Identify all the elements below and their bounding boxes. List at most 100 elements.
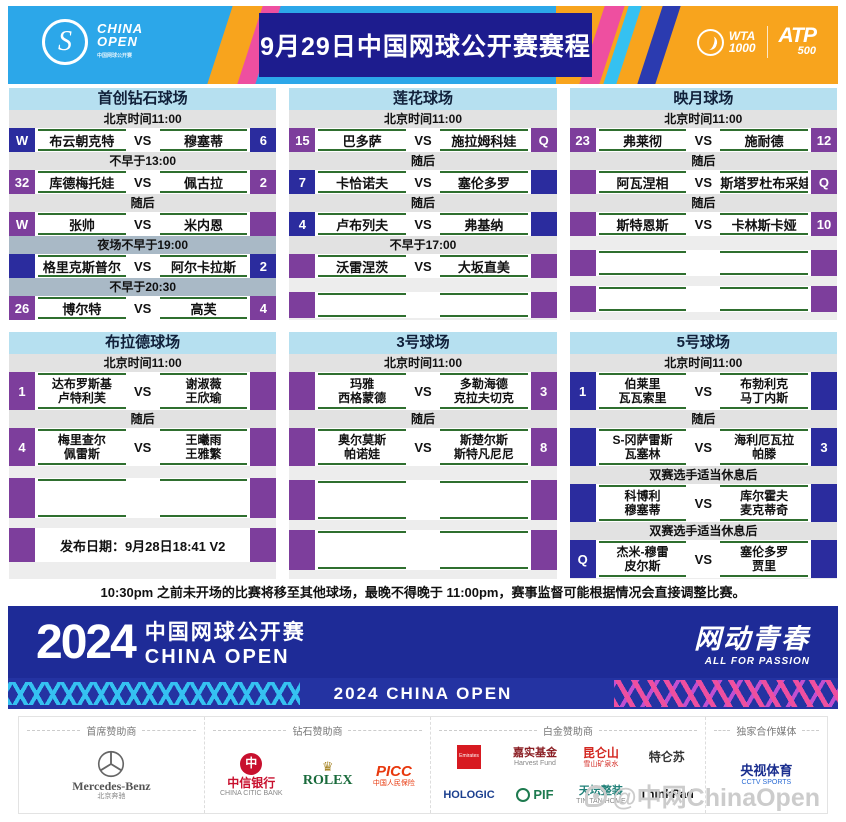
- weibo-icon: [585, 785, 608, 807]
- sponsor-group: 独家合作媒体 央视体育 CCTV SPORTS: [706, 717, 827, 813]
- sponsor-group: 首席赞助商 Mercedes-Benz 北京奔驰: [19, 717, 205, 813]
- empty-match-row: [289, 480, 557, 520]
- player-name-left: 弗莱彻: [598, 129, 687, 151]
- sponsor-logo-text: ThinkPad: [639, 787, 694, 802]
- player-name-line: 伯莱里: [624, 377, 661, 391]
- player-name-right: 卡林斯卡娅: [720, 213, 808, 235]
- vs-label: VS: [134, 439, 152, 455]
- sponsor-group: 钻石赞助商中中信银行 CHINA CITIC BANK ♛ ROLEX PICC 中国人民…: [205, 717, 432, 813]
- sponsor-logos: Mercedes-Benz 北京奔驰: [27, 738, 196, 813]
- footer-strip-text: 2024 CHINA OPEN: [299, 678, 547, 709]
- player-name-left: [318, 531, 406, 569]
- empty-match-row: [569, 286, 837, 312]
- player-name-right: 斯楚尔斯 斯特凡尼尼: [440, 429, 528, 465]
- seed-badge: [9, 254, 35, 278]
- seed-badge: [569, 428, 596, 466]
- match-row: W 布云朝克特 VS 穆塞蒂 6: [9, 128, 277, 152]
- sponsor-logo-subtext: CCTV SPORTS: [741, 778, 792, 786]
- dash-line: [439, 730, 537, 731]
- seed-badge: [9, 478, 35, 518]
- seed-badge: [810, 484, 837, 522]
- china-open-logo-text: CHINA OPEN 中国网球公开赛: [97, 22, 143, 63]
- match-middle: 博尔特 VS 高芙: [35, 296, 251, 320]
- player-name-right: 谢淑薇 王欣瑜: [159, 373, 248, 409]
- seed-badge: 4: [289, 212, 316, 236]
- player-name-right: 斯塔罗杜布采娃: [720, 171, 808, 193]
- player-name-left: [38, 479, 126, 517]
- seed-badge: 12: [810, 128, 837, 152]
- match-middle: S-冈萨雷斯 瓦塞林 VS 海利厄瓦拉 帕滕: [595, 428, 811, 466]
- player-name-line: 弗莱彻: [622, 133, 662, 149]
- match-row: W 张帅 VS 米内恩: [9, 212, 277, 236]
- player-name-line: 张帅: [68, 217, 95, 233]
- seed-badge: [289, 372, 316, 410]
- sponsor-group: 白金赞助商 Emirates 嘉实基金 Harvest Fund 昆仑山 雪山矿泉水 特仑苏…: [431, 717, 706, 813]
- seed-badge: [250, 428, 277, 466]
- match-middle: [35, 478, 251, 518]
- match-row: 奥尔莫斯 帕诺娃 VS 斯楚尔斯 斯特凡尼尼 8: [289, 428, 557, 466]
- seed-badge: [810, 286, 837, 312]
- vs-label: VS: [694, 439, 712, 455]
- player-name-line: 穆塞蒂: [184, 133, 224, 149]
- seed-badge: 4: [9, 428, 35, 466]
- player-name-line: 斯楚尔斯: [459, 433, 508, 447]
- match-middle: [595, 250, 811, 276]
- player-name-line: 格里克斯普尔: [42, 259, 121, 275]
- courts-row-bottom: 布拉德球场 北京时间11:00 1 达布罗斯基 卢特利芙 VS 谢淑薇 王欣瑜 随后 4 梅里查尔佩…: [9, 332, 837, 579]
- footer-year: 2024: [36, 615, 137, 669]
- player-name-line: 帕滕: [752, 447, 777, 461]
- wta-text: WTA 1000: [729, 30, 756, 54]
- seed-badge: 2: [250, 170, 277, 194]
- footer-titles: 中国网球公开赛 CHINA OPEN: [145, 616, 306, 669]
- match-row: 玛雅 西格蒙德 VS 多勒海德 克拉夫切克 3: [289, 372, 557, 410]
- row-spacer: [289, 278, 556, 292]
- player-name-right: 穆塞蒂: [159, 129, 248, 151]
- player-name-line: 卢布列夫: [336, 217, 389, 233]
- player-name-line: 高芙: [190, 301, 217, 317]
- dash-line: [348, 730, 423, 731]
- seed-badge: 15: [289, 128, 316, 152]
- seed-badge: [810, 540, 837, 578]
- player-name-line: 斯特凡尼尼: [453, 447, 514, 461]
- player-name-right: [159, 479, 248, 517]
- court-3: 映月球场 北京时间11:00 23 弗莱彻 VS 施耐德 12 随后 阿瓦涅相 VS 斯塔罗杜布采娃…: [569, 88, 837, 320]
- wta-1000-logo: WTA 1000: [696, 28, 756, 56]
- match-row: 阿瓦涅相 VS 斯塔罗杜布采娃 Q: [569, 170, 837, 194]
- pif-icon: [516, 788, 531, 803]
- player-name-line: 阿瓦涅相: [616, 175, 669, 191]
- time-label: 随后: [569, 410, 837, 428]
- watermark-text: @中网ChinaOpen: [612, 784, 820, 812]
- footer-title-en: CHINA OPEN: [144, 645, 290, 668]
- match-middle: 杰米-穆雷 皮尔斯 VS 塞伦多罗 贾里: [595, 540, 811, 578]
- sponsor-logo-text: Mercedes-Benz: [72, 778, 151, 793]
- seed-badge: 8: [530, 428, 557, 466]
- player-name-left: 库德梅托娃: [38, 171, 126, 193]
- sponsor-group-title: 白金赞助商: [439, 723, 697, 738]
- player-name-right: 塞伦多罗 贾里: [720, 541, 808, 577]
- player-name-line: 库尔霍夫: [740, 489, 789, 503]
- sponsor-logo-text: PICC: [375, 762, 412, 780]
- player-name-line: 王欣瑜: [185, 391, 222, 405]
- time-label: 随后: [289, 410, 557, 428]
- player-name-line: 西格蒙德: [338, 391, 387, 405]
- seed-badge: 26: [9, 296, 35, 320]
- player-name-right: 阿尔卡拉斯: [159, 255, 248, 277]
- match-middle: [315, 292, 531, 318]
- seed-badge: [530, 480, 557, 520]
- seed-badge: [289, 428, 316, 466]
- time-label: 随后: [289, 194, 557, 212]
- row-spacer: [289, 520, 556, 530]
- seed-badge: W: [9, 212, 35, 236]
- match-row: 1 达布罗斯基 卢特利芙 VS 谢淑薇 王欣瑜: [9, 372, 277, 410]
- match-middle: 格里克斯普尔 VS 阿尔卡拉斯: [35, 254, 251, 278]
- player-name-line: 斯特恩斯: [616, 217, 669, 233]
- match-middle: 达布罗斯基 卢特利芙 VS 谢淑薇 王欣瑜: [35, 372, 251, 410]
- vs-label: VS: [414, 258, 432, 274]
- match-middle: [595, 286, 811, 312]
- vs-label: VS: [414, 439, 432, 455]
- sponsor-logo-text: 昆仑山: [582, 745, 619, 760]
- court-4: 布拉德球场 北京时间11:00 1 达布罗斯基 卢特利芙 VS 谢淑薇 王欣瑜 随后 4 梅里查尔佩…: [9, 332, 277, 579]
- player-name-right: [440, 531, 528, 569]
- row-spacer: [9, 466, 276, 478]
- player-name-line: 马丁内斯: [740, 391, 789, 405]
